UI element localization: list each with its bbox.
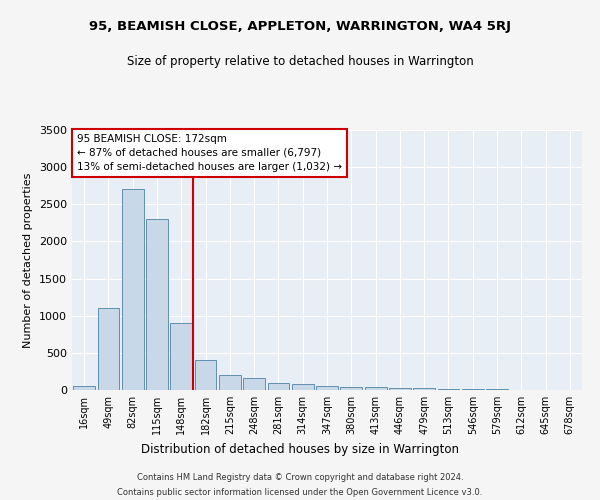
Text: 95, BEAMISH CLOSE, APPLETON, WARRINGTON, WA4 5RJ: 95, BEAMISH CLOSE, APPLETON, WARRINGTON,… (89, 20, 511, 33)
Bar (219, 375, 241, 390)
Text: Contains public sector information licensed under the Open Government Licence v3: Contains public sector information licen… (118, 488, 482, 497)
Bar (437, 388, 460, 390)
Text: 95 BEAMISH CLOSE: 172sqm
← 87% of detached houses are smaller (6,797)
13% of sem: 95 BEAMISH CLOSE: 172sqm ← 87% of detach… (77, 134, 342, 172)
Bar (122, 190, 143, 390)
Bar (462, 389, 484, 390)
Bar (170, 323, 192, 390)
Bar (194, 360, 217, 390)
Text: Distribution of detached houses by size in Warrington: Distribution of detached houses by size … (141, 444, 459, 456)
Bar (413, 388, 435, 390)
Bar (243, 378, 265, 390)
Bar (146, 219, 168, 390)
Bar (292, 384, 314, 390)
Bar (97, 308, 119, 390)
Bar (73, 386, 95, 390)
Text: Size of property relative to detached houses in Warrington: Size of property relative to detached ho… (127, 55, 473, 68)
Bar (389, 388, 411, 390)
Bar (340, 387, 362, 390)
Text: Contains HM Land Registry data © Crown copyright and database right 2024.: Contains HM Land Registry data © Crown c… (137, 473, 463, 482)
Bar (365, 388, 386, 390)
Y-axis label: Number of detached properties: Number of detached properties (23, 172, 34, 348)
Bar (268, 382, 289, 390)
Bar (316, 386, 338, 390)
